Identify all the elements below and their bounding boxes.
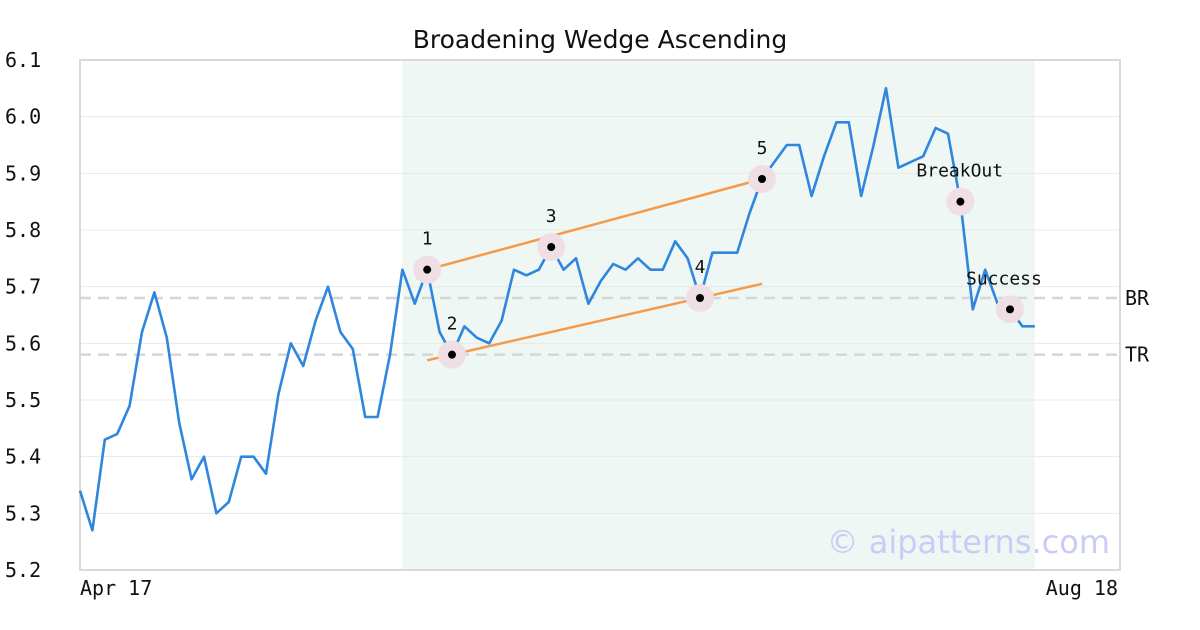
plot-frame xyxy=(79,59,1121,571)
reference-line-label: TR xyxy=(1125,343,1150,367)
point-label: 5 xyxy=(757,138,768,159)
y-tick-label: 5.2 xyxy=(5,558,41,582)
point-marker xyxy=(696,294,704,302)
point-label: 3 xyxy=(546,206,557,227)
point-marker xyxy=(956,197,965,206)
y-tick-label: 5.3 xyxy=(5,501,41,525)
pattern-region xyxy=(402,60,1035,570)
point-marker xyxy=(758,175,766,183)
y-tick-label: 6.0 xyxy=(5,105,41,129)
y-tick-label: 5.8 xyxy=(5,218,41,242)
chart-title: Broadening Wedge Ascending xyxy=(413,25,788,54)
point-marker xyxy=(423,265,432,274)
point-marker xyxy=(448,350,456,359)
x-tick-label: Apr 17 xyxy=(80,576,152,600)
point-label: 4 xyxy=(695,257,706,278)
y-tick-label: 5.7 xyxy=(5,275,41,299)
point-marker xyxy=(1006,305,1014,314)
trend-line xyxy=(426,177,763,271)
y-tick-label: 5.6 xyxy=(5,331,41,355)
point-label: 1 xyxy=(422,229,433,250)
point-label: Success xyxy=(966,268,1042,289)
x-tick-label: Aug 18 xyxy=(1046,576,1118,600)
y-tick-label: 5.4 xyxy=(5,445,41,469)
point-label: 2 xyxy=(447,314,458,335)
y-tick-label: 5.9 xyxy=(5,161,41,185)
point-label: BreakOut xyxy=(916,161,1003,182)
reference-line-label: BR xyxy=(1125,286,1150,310)
point-marker xyxy=(547,243,556,251)
watermark: © aipatterns.com xyxy=(827,523,1110,561)
y-tick-label: 6.1 xyxy=(5,48,41,72)
y-tick-label: 5.5 xyxy=(5,388,41,412)
